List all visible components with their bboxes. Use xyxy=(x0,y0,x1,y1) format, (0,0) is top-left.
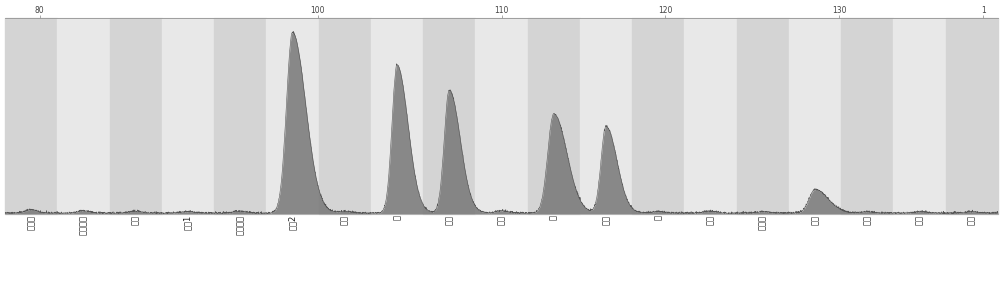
Bar xyxy=(57,18,110,213)
Bar xyxy=(893,18,946,213)
Bar xyxy=(162,18,214,213)
Bar xyxy=(580,18,632,213)
Bar xyxy=(423,18,475,213)
Bar xyxy=(737,18,789,213)
Bar xyxy=(789,18,841,213)
Bar xyxy=(684,18,737,213)
Bar xyxy=(371,18,423,213)
Bar xyxy=(528,18,580,213)
Bar xyxy=(632,18,684,213)
Bar xyxy=(110,18,162,213)
Bar xyxy=(841,18,893,213)
Bar xyxy=(266,18,319,213)
Bar xyxy=(319,18,371,213)
Bar xyxy=(946,18,998,213)
Bar xyxy=(214,18,266,213)
Bar xyxy=(475,18,528,213)
Bar xyxy=(5,18,57,213)
